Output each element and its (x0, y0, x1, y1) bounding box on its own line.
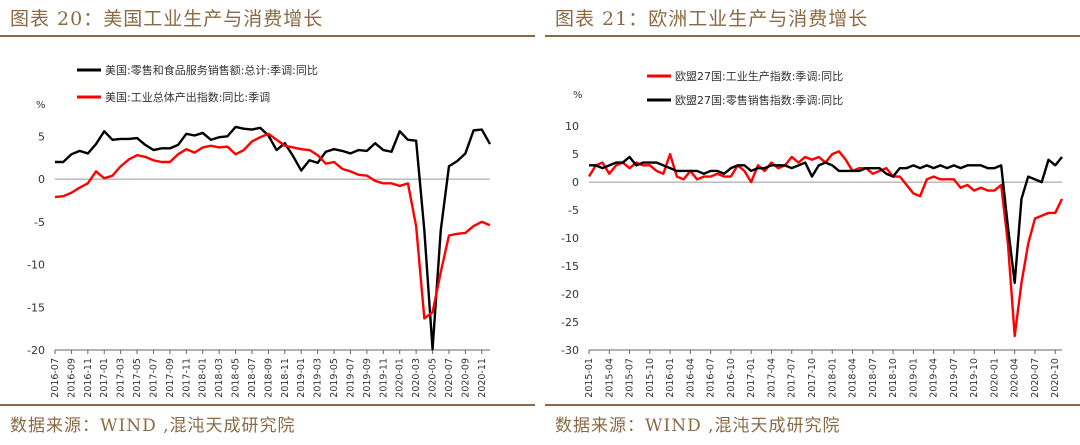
chart-us-industry-consumption: % 5 0 -5 -10 -15 -20 2016-07 2016-09 2016-11 2017-… (27, 63, 492, 398)
series-line-0 (55, 125, 492, 351)
x-tick-label: 2020-04 (1010, 358, 1021, 398)
x-tick-label: 2016-04 (685, 358, 696, 398)
y-unit-label: % (36, 100, 46, 111)
x-tick-label: 2016-11 (83, 358, 94, 398)
source-note: 数据来源：WIND ,混沌天成研究院 (555, 416, 841, 436)
legend-label-1: 美国:工业总体产出指数:同比:季调 (105, 90, 270, 104)
x-tick-label: 2018-11 (280, 358, 291, 398)
x-tick-label: 2015-04 (604, 358, 615, 398)
x-tick-label: 2020-11 (477, 358, 488, 398)
x-tick-label: 2020-09 (460, 358, 471, 398)
y-tick-label: -5 (568, 204, 579, 217)
x-tick-label: 2020-10 (1050, 358, 1061, 398)
figure-title: 图表 20：美国工业生产与消费增长 (10, 8, 324, 30)
y-tick-label: 5 (572, 148, 579, 161)
series-line-1 (54, 132, 491, 320)
x-tick-label: 2019-07 (345, 358, 356, 398)
source-note: 数据来源：WIND ,混沌天成研究院 (10, 416, 296, 436)
x-tick-label: 2017-03 (116, 358, 127, 398)
x-tick-label: 2020-07 (1030, 358, 1041, 398)
y-tick-label: -10 (561, 232, 579, 245)
y-tick-label: -20 (27, 344, 45, 357)
legend-label-0: 美国:零售和食品服务销售额:总计:季调:同比 (105, 63, 318, 77)
y-tick-label: -25 (561, 316, 579, 329)
chart-panel-us: 图表 20：美国工业生产与消费增长 % 5 0 -5 -10 -15 -20 2016-07 2… (0, 0, 535, 445)
x-tick-label: 2019-11 (378, 358, 389, 398)
x-tick-label: 2018-01 (827, 358, 838, 398)
x-tick-label: 2019-07 (949, 358, 960, 398)
x-tick-label: 2017-07 (787, 358, 798, 398)
x-tick-label: 2019-10 (969, 358, 980, 398)
x-tick-label: 2019-01 (908, 358, 919, 398)
x-tick-label: 2017-05 (132, 358, 143, 398)
footer-divider (0, 404, 535, 406)
x-tick-label: 2017-07 (148, 358, 159, 398)
x-tick-label: 2018-07 (247, 358, 258, 398)
x-tick-label: 2019-01 (296, 358, 307, 398)
x-tick-label: 2020-07 (444, 358, 455, 398)
x-tick-label: 2017-01 (746, 358, 757, 398)
x-tick-label: 2020-01 (989, 358, 1000, 398)
x-tick-label: 2016-01 (665, 358, 676, 398)
x-tick-label: 2015-10 (645, 358, 656, 398)
x-tick-label: 2018-05 (231, 358, 242, 398)
figure-title: 图表 21：欧洲工业生产与消费增长 (555, 8, 869, 30)
footer-divider (545, 404, 1080, 406)
x-tick-label: 2017-01 (99, 358, 110, 398)
y-tick-label: 0 (572, 176, 579, 189)
x-tick-label: 2017-11 (181, 358, 192, 398)
x-tick-label: 2018-07 (868, 358, 879, 398)
x-tick-label: 2018-09 (263, 358, 274, 398)
x-tick-label: 2016-07 (706, 358, 717, 398)
x-tick-label: 2016-09 (66, 358, 77, 398)
x-tick-label: 2016-07 (50, 358, 61, 398)
y-tick-label: -20 (561, 288, 579, 301)
x-tick-label: 2018-03 (214, 358, 225, 398)
x-tick-label: 2020-05 (428, 358, 439, 398)
x-tick-label: 2016-10 (726, 358, 737, 398)
series-line-1 (589, 155, 1063, 285)
y-tick-label: -5 (34, 216, 45, 229)
x-tick-label: 2020-01 (395, 358, 406, 398)
x-tick-label: 2020-03 (411, 358, 422, 398)
y-tick-label: 5 (38, 130, 45, 143)
x-tick-label: 2019-03 (313, 358, 324, 398)
x-tick-label: 2017-09 (165, 358, 176, 398)
y-tick-label: -30 (561, 344, 579, 357)
x-tick-label: 2017-04 (766, 358, 777, 398)
x-tick-label: 2015-01 (584, 358, 595, 398)
x-tick-label: 2019-05 (329, 358, 340, 398)
x-tick-label: 2019-04 (929, 358, 940, 398)
y-tick-label: 0 (38, 173, 45, 186)
x-tick-label: 2018-01 (198, 358, 209, 398)
y-tick-label: -15 (561, 260, 579, 273)
x-tick-label: 2019-09 (362, 358, 373, 398)
x-tick-label: 2018-04 (848, 358, 859, 398)
chart-panel-eu: 图表 21：欧洲工业生产与消费增长 % 10 5 0 -5 -10 -15 -20 -25 -30… (545, 0, 1080, 445)
title-divider (545, 35, 1080, 37)
x-tick-label: 2017-10 (807, 358, 818, 398)
x-tick-label: 2015-07 (625, 358, 636, 398)
title-divider (0, 35, 535, 37)
y-tick-label: -15 (27, 301, 45, 314)
legend-label-1: 欧盟27国:零售销售指数:季调:同比 (675, 93, 843, 107)
y-tick-label: -10 (27, 259, 45, 272)
legend-label-0: 欧盟27国:工业生产指数:季调:同比 (675, 69, 843, 83)
y-unit-label: % (573, 90, 583, 101)
chart-eu-industry-consumption: % 10 5 0 -5 -10 -15 -20 -25 -30 2015-01 2015-04 2015… (561, 69, 1064, 398)
series-line-0 (587, 150, 1064, 338)
y-tick-label: 10 (565, 120, 579, 133)
x-tick-label: 2018-10 (888, 358, 899, 398)
